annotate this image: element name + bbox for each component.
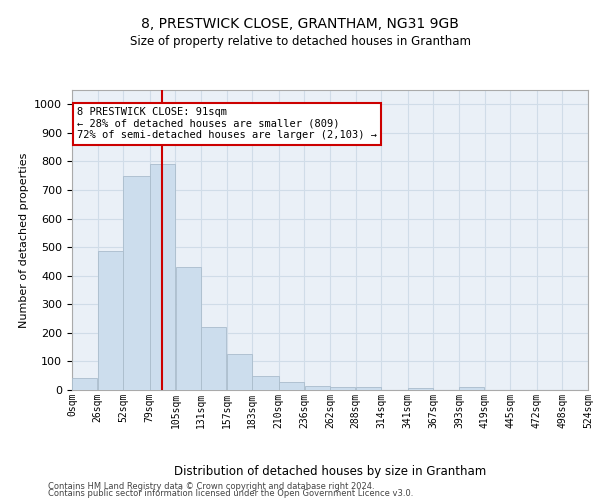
- Bar: [356, 387, 381, 390]
- Bar: [201, 327, 226, 390]
- Y-axis label: Number of detached properties: Number of detached properties: [19, 152, 29, 328]
- Bar: [227, 354, 252, 390]
- Bar: [124, 176, 149, 390]
- Text: Distribution of detached houses by size in Grantham: Distribution of detached houses by size …: [174, 464, 486, 477]
- Bar: [176, 266, 201, 390]
- Bar: [459, 387, 484, 390]
- Text: 8, PRESTWICK CLOSE, GRANTHAM, NG31 9GB: 8, PRESTWICK CLOSE, GRANTHAM, NG31 9GB: [141, 18, 459, 32]
- Text: Contains public sector information licensed under the Open Government Licence v3: Contains public sector information licen…: [48, 489, 413, 498]
- Bar: [72, 378, 97, 390]
- Text: Size of property relative to detached houses in Grantham: Size of property relative to detached ho…: [130, 35, 470, 48]
- Bar: [305, 386, 330, 390]
- Bar: [98, 251, 123, 390]
- Bar: [253, 376, 278, 390]
- Text: 8 PRESTWICK CLOSE: 91sqm
← 28% of detached houses are smaller (809)
72% of semi-: 8 PRESTWICK CLOSE: 91sqm ← 28% of detach…: [77, 107, 377, 140]
- Bar: [408, 388, 433, 390]
- Bar: [150, 164, 175, 390]
- Bar: [279, 382, 304, 390]
- Text: Contains HM Land Registry data © Crown copyright and database right 2024.: Contains HM Land Registry data © Crown c…: [48, 482, 374, 491]
- Bar: [330, 387, 355, 390]
